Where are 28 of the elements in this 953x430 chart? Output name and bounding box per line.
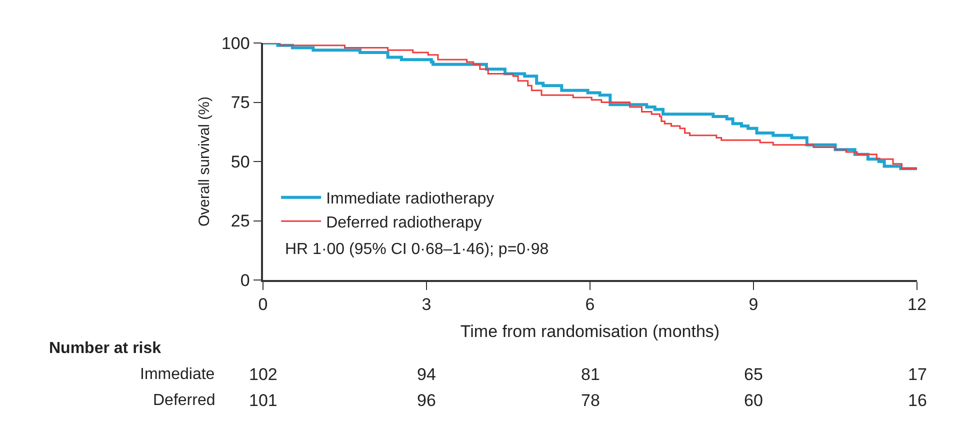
text: 60 — [744, 391, 763, 410]
text: 17 — [908, 365, 927, 384]
y-tick-label: 75 — [230, 93, 250, 112]
y-tick-label: 100 — [221, 34, 250, 53]
text: 65 — [744, 365, 763, 384]
text: Number at risk — [49, 340, 162, 357]
x-axis-title: Time from randomisation (months) — [460, 322, 720, 342]
x-tick-label: 0 — [258, 295, 268, 314]
text: Immediate — [140, 366, 215, 383]
x-tick-label: 6 — [585, 295, 595, 314]
y-axis-title: Overall survival (%) — [196, 96, 214, 227]
y-tick-label: 25 — [230, 212, 250, 231]
text: 102 — [249, 365, 278, 384]
text: 81 — [581, 365, 600, 384]
y-tick-label: 0 — [240, 270, 250, 290]
text: 96 — [417, 391, 436, 410]
x-tick-label: 9 — [748, 295, 758, 314]
text: 78 — [581, 391, 600, 410]
annotation: HR 1·00 (95% CI 0·68–1·46); p=0·98 — [285, 241, 549, 258]
legend-label: Immediate radiotherapy — [326, 190, 494, 208]
y-tick-label: 50 — [230, 152, 250, 172]
text: 16 — [908, 391, 927, 410]
x-tick-label: 12 — [908, 295, 926, 314]
x-tick-label: 3 — [422, 295, 432, 314]
text: Deferred — [153, 392, 216, 409]
legend-label: Deferred radiotherapy — [326, 214, 482, 232]
text: 94 — [417, 365, 436, 384]
text: 101 — [249, 391, 278, 410]
